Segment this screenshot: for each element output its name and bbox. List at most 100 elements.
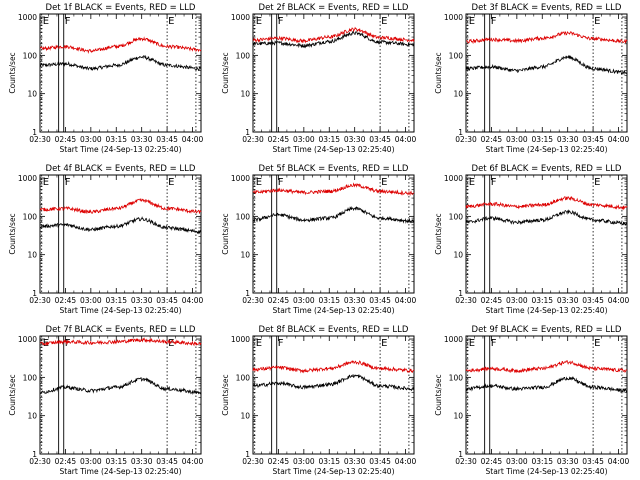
time-marker-label: E — [594, 338, 600, 349]
y-tick-label: 1000 — [18, 335, 37, 344]
x-tick-label: 03:15 — [318, 457, 340, 466]
y-tick-label: 1000 — [231, 13, 250, 22]
x-tick-label: 03:45 — [582, 135, 604, 144]
time-marker-label: E — [256, 338, 262, 349]
x-tick-label: 04:00 — [608, 296, 630, 305]
y-axis-label: Counts/sec — [434, 374, 443, 415]
x-tick-label: 02:45 — [55, 296, 77, 305]
x-tick-label: 02:45 — [268, 457, 290, 466]
x-tick-label: 02:45 — [268, 135, 290, 144]
time-marker-label: E — [256, 16, 262, 27]
series-line — [252, 26, 415, 44]
x-tick-label: 03:15 — [531, 296, 553, 305]
x-tick-label: 03:30 — [131, 457, 153, 466]
time-marker-label: F — [491, 338, 497, 349]
y-tick-label: 1000 — [444, 174, 463, 183]
y-tick-label: 100 — [23, 51, 38, 60]
x-tick-label: 03:30 — [344, 135, 366, 144]
y-tick-label: 10 — [27, 412, 37, 421]
series-line — [252, 182, 415, 197]
plot-frame — [465, 174, 628, 294]
plot-frame — [252, 174, 415, 294]
time-marker-label: F — [65, 16, 71, 27]
x-axis-label: Start Time (24-Sep-13 02:25:40) — [60, 306, 182, 315]
x-tick-label: 03:00 — [293, 457, 315, 466]
y-tick-label: 1000 — [18, 13, 37, 22]
plot-frame — [465, 13, 628, 133]
y-tick-label: 100 — [449, 51, 464, 60]
x-tick-label: 03:30 — [557, 457, 579, 466]
panel-title: Det 4f BLACK = Events, RED = LLD — [46, 164, 196, 174]
x-tick-label: 03:30 — [131, 135, 153, 144]
time-marker-label: E — [594, 177, 600, 188]
y-tick-label: 1 — [458, 289, 463, 298]
x-tick-label: 04:00 — [182, 457, 204, 466]
x-tick-label: 03:45 — [582, 457, 604, 466]
x-tick-label: 02:30 — [29, 296, 51, 305]
time-marker-label: F — [278, 16, 284, 27]
x-tick-label: 02:30 — [242, 135, 264, 144]
y-tick-label: 10 — [240, 412, 250, 421]
time-marker-label: E — [381, 338, 387, 349]
y-tick-label: 1 — [245, 289, 250, 298]
x-tick-label: 03:30 — [344, 457, 366, 466]
time-marker-label: F — [278, 338, 284, 349]
x-tick-label: 04:00 — [182, 135, 204, 144]
panel-title: Det 1f BLACK = Events, RED = LLD — [46, 3, 196, 13]
y-tick-label: 100 — [23, 373, 38, 382]
series-line — [39, 36, 202, 54]
y-tick-label: 10 — [27, 251, 37, 260]
x-tick-label: 03:00 — [506, 135, 528, 144]
time-marker-label: E — [168, 177, 174, 188]
panel-title: Det 7f BLACK = Events, RED = LLD — [46, 325, 196, 335]
time-marker-label: F — [65, 177, 71, 188]
time-marker-label: F — [491, 16, 497, 27]
panel-title: Det 5f BLACK = Events, RED = LLD — [259, 164, 409, 174]
x-tick-label: 03:00 — [80, 457, 102, 466]
y-tick-label: 1000 — [231, 174, 250, 183]
series-line — [252, 360, 415, 374]
x-tick-label: 02:30 — [455, 457, 477, 466]
time-marker-label: E — [381, 16, 387, 27]
panel-title: Det 3f BLACK = Events, RED = LLD — [472, 3, 622, 13]
x-tick-label: 03:15 — [105, 296, 127, 305]
plot-frame — [39, 174, 202, 294]
series-line — [39, 337, 202, 347]
chart-panel-1: Det 1f BLACK = Events, RED = LLD 1 10 100 10… — [8, 3, 204, 154]
plot-frame — [465, 335, 628, 455]
x-tick-label: 03:45 — [582, 296, 604, 305]
x-tick-label: 03:45 — [369, 457, 391, 466]
y-tick-label: 100 — [236, 51, 251, 60]
x-tick-label: 03:45 — [156, 135, 178, 144]
y-axis-label: Counts/sec — [8, 213, 17, 254]
series-line — [465, 195, 628, 211]
y-axis-label: Counts/sec — [221, 52, 230, 93]
chart-panel-9: Det 9f BLACK = Events, RED = LLD 1 10 100 10… — [434, 325, 630, 476]
x-tick-label: 03:15 — [318, 135, 340, 144]
time-marker-label: E — [594, 16, 600, 27]
x-tick-label: 02:45 — [55, 135, 77, 144]
panel-title: Det 2f BLACK = Events, RED = LLD — [259, 3, 409, 13]
y-tick-label: 1 — [32, 289, 37, 298]
x-axis-label: Start Time (24-Sep-13 02:25:40) — [273, 306, 395, 315]
chart-panel-8: Det 8f BLACK = Events, RED = LLD 1 10 100 10… — [221, 325, 417, 476]
series-line — [39, 216, 202, 235]
x-tick-label: 04:00 — [608, 135, 630, 144]
x-axis-label: Start Time (24-Sep-13 02:25:40) — [486, 467, 608, 476]
time-marker-label: E — [469, 16, 475, 27]
y-tick-label: 1 — [32, 450, 37, 459]
y-axis-label: Counts/sec — [434, 213, 443, 254]
x-tick-label: 03:45 — [369, 135, 391, 144]
time-marker-label: E — [43, 16, 49, 27]
y-tick-label: 1 — [458, 128, 463, 137]
time-marker-label: E — [168, 338, 174, 349]
time-marker-label: E — [43, 177, 49, 188]
y-axis-label: Counts/sec — [8, 374, 17, 415]
x-tick-label: 03:30 — [131, 296, 153, 305]
x-tick-label: 03:00 — [80, 296, 102, 305]
x-axis-label: Start Time (24-Sep-13 02:25:40) — [486, 145, 608, 154]
x-tick-label: 04:00 — [182, 296, 204, 305]
chart-panel-3: Det 3f BLACK = Events, RED = LLD 1 10 100 10… — [434, 3, 630, 154]
x-tick-label: 04:00 — [395, 135, 417, 144]
